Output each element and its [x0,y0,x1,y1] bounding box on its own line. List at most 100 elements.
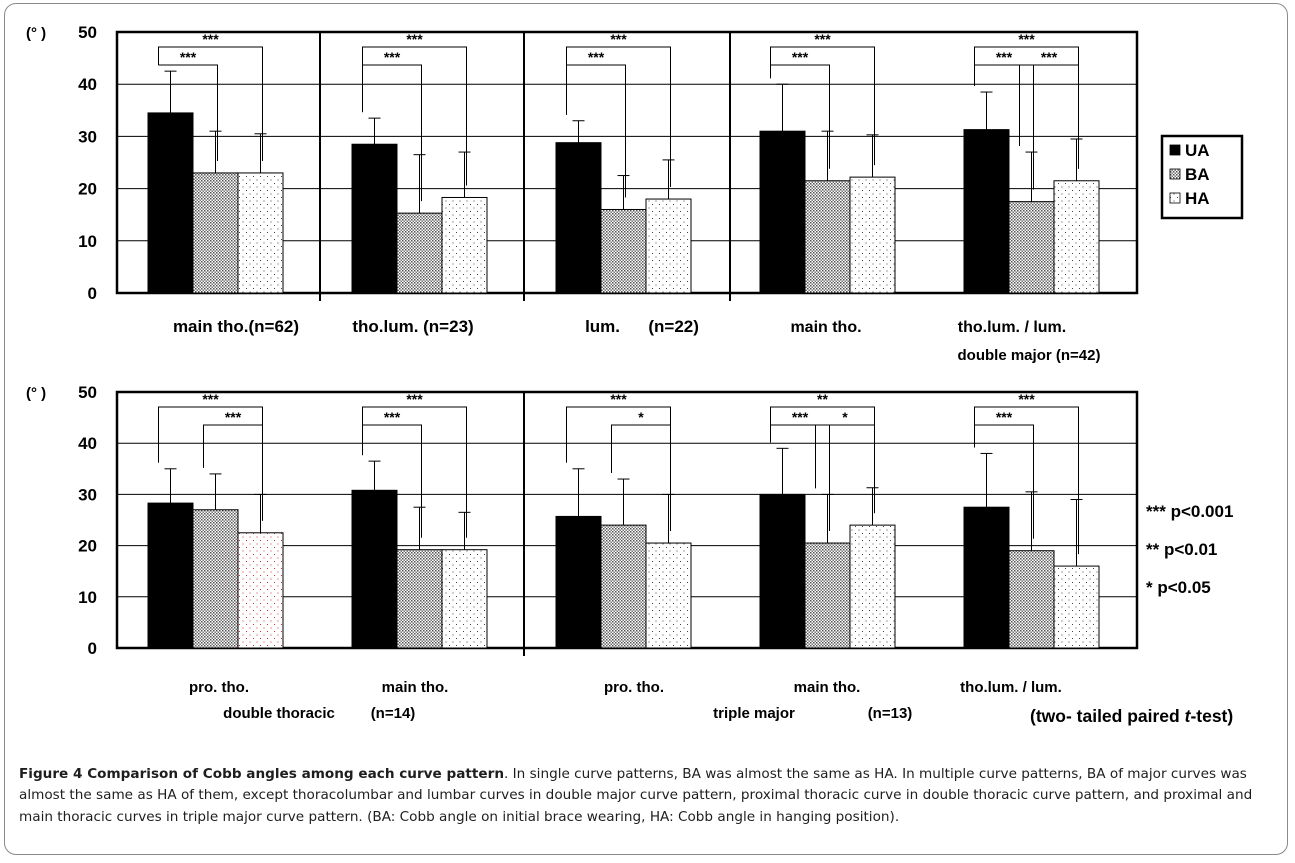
significance-label: *** [792,409,809,425]
significance-label: *** [1018,391,1035,407]
y-tick-label: 20 [78,537,97,556]
significance-label: *** [610,31,627,47]
bar [759,130,806,294]
bar [963,129,1010,294]
category-label: main tho.(n=62) [173,317,299,336]
bar [396,549,443,649]
bar [849,524,896,649]
significance-label: * [842,409,848,425]
legend-swatch [1169,192,1181,204]
bar [759,493,806,649]
bar [192,509,239,649]
significance-label: *** [202,391,219,407]
figure-caption: Figure 4 Comparison of Cobb angles among… [19,764,1279,828]
section-label: (n=14) [371,705,416,722]
category-label: main tho. [382,679,449,696]
significance-label: *** [996,409,1013,425]
y-tick-label: 40 [78,434,97,453]
sig-legend-3: * p<0.05 [1146,578,1211,597]
significance-bracket [203,424,263,521]
significance-bracket [362,424,422,538]
bar [645,542,692,649]
category-label: tho.lum. / lum. [958,319,1066,336]
legend-label: BA [1185,165,1210,184]
figure-frame [4,3,1288,855]
y-tick-label: 0 [88,639,97,658]
significance-label: *** [384,409,401,425]
chart-panel-1: 0 10 20 30 40 50 (° ) *** *** main tho.(n=62) *** *… [26,23,1139,364]
significance-bracket [770,46,875,166]
significance-label: ** [817,391,828,407]
significance-bracket [815,424,875,514]
category-label: pro. tho. [604,679,664,696]
bar [849,176,896,294]
y-tick-label: 30 [78,485,97,504]
bar [804,542,851,649]
bar [600,208,647,294]
test-note: (two- tailed paired t-test) [1030,706,1233,726]
significance-label: * [638,409,644,425]
bar [555,515,602,649]
bar [441,196,488,294]
significance-bracket [1019,64,1079,169]
y-tick-label: 40 [78,75,97,94]
significance-bracket [770,64,830,169]
section-label: double thoracic [223,705,335,722]
significance-label: *** [792,49,809,65]
significance-label: *** [180,49,197,65]
bar [1008,201,1055,294]
legend-swatch [1169,144,1181,156]
y-tick-label: 20 [78,180,97,199]
significance-bracket [974,64,1034,190]
bar [351,489,398,649]
bar [1053,565,1100,649]
bar [396,212,443,294]
legend-label: UA [1185,141,1210,160]
significance-bracket [611,424,671,532]
significance-label: *** [225,409,242,425]
section-label: double major (n=42) [958,347,1101,364]
significance-label: *** [406,31,423,47]
significance-label: *** [588,49,605,65]
section-label: triple major [713,705,795,722]
category-label: tho.lum. (n=23) [352,317,473,336]
bar [351,143,398,294]
significance-bracket [974,424,1034,539]
bar [555,142,602,294]
sig-legend-1: *** p<0.001 [1146,502,1233,521]
significance-label: *** [610,391,627,407]
significance-bracket [158,46,263,161]
significance-label: *** [1041,49,1058,65]
bar [441,549,488,649]
significance-label: *** [406,391,423,407]
bar [1053,180,1100,294]
bar [237,532,284,649]
section-label: (n=13) [868,705,913,722]
significance-bracket [362,64,422,202]
significance-label: *** [384,49,401,65]
significance-label: *** [202,31,219,47]
bar [600,524,647,649]
significance-bracket [158,64,218,161]
bar [237,172,284,294]
category-label: pro. tho. [189,679,249,696]
chart-legend: UA BA HA [1160,134,1244,220]
category-label: main tho. [790,319,861,336]
y-tick-label: 50 [78,383,97,402]
bar [147,112,194,294]
caption-body: . In single curve patterns, BA was almos… [19,766,1253,825]
bar [963,506,1010,649]
category-label: tho.lum. / lum. [960,679,1062,696]
y-axis-label: (° ) [26,25,46,42]
y-axis-label: (° ) [26,385,46,402]
significance-label: *** [1018,31,1035,47]
bar [192,172,239,294]
y-tick-label: 50 [78,23,97,42]
significance-bracket [566,64,626,198]
y-tick-label: 10 [78,588,97,607]
significance-label: *** [814,31,831,47]
category-label: lum. (n=22) [585,317,699,336]
significance-label: *** [996,49,1013,65]
sig-legend-2: ** p<0.01 [1146,540,1217,559]
